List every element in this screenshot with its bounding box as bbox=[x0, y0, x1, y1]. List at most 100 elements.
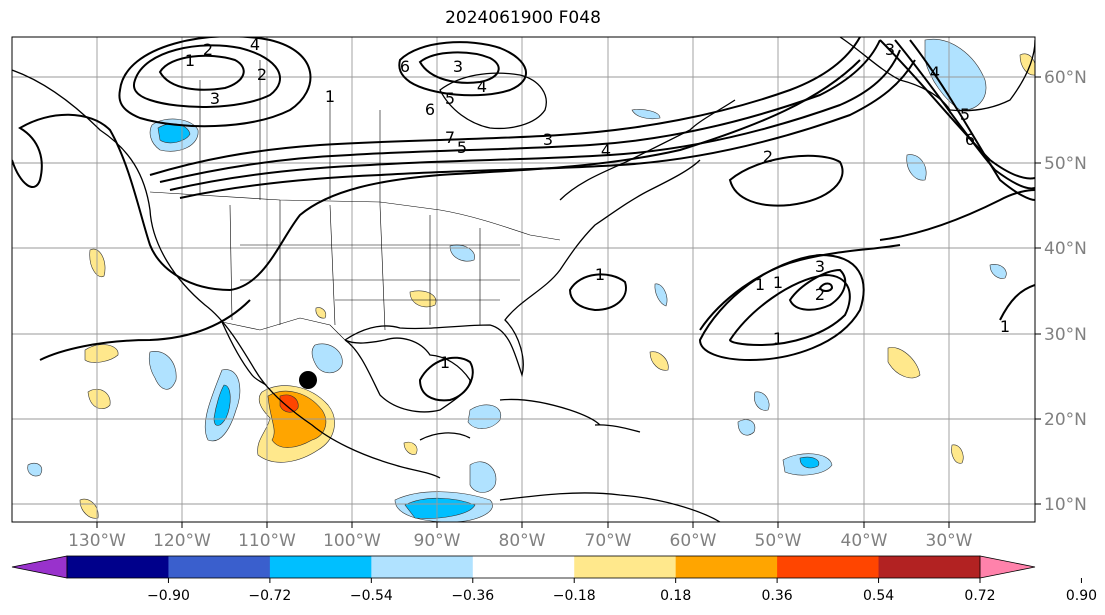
contour-lines bbox=[12, 37, 1035, 402]
contour-label: 6 bbox=[400, 57, 410, 76]
contour-label: 1 bbox=[755, 275, 765, 294]
lon-label: 80°W bbox=[499, 531, 546, 551]
contour-label: 1 bbox=[773, 273, 783, 292]
colorbar-segment bbox=[371, 556, 474, 578]
contour-label: 5 bbox=[960, 105, 970, 124]
lat-label: 10°N bbox=[1044, 495, 1087, 515]
lon-label: 30°W bbox=[926, 531, 973, 551]
coastline-yucatan bbox=[419, 432, 471, 441]
colorbar-tick-label: 0.18 bbox=[660, 588, 691, 604]
positive-anomaly-pacific-1 bbox=[84, 344, 119, 363]
latitude-labels: 60°N 50°N 40°N 30°N 20°N 10°N bbox=[1035, 68, 1087, 515]
contour-label: 1 bbox=[440, 353, 450, 372]
negative-anomaly-pacific-3 bbox=[27, 462, 43, 477]
positive-anomaly-pacific-3 bbox=[87, 388, 111, 410]
contour-pacific-low-2 bbox=[158, 54, 245, 91]
map-frame bbox=[11, 36, 1036, 523]
lon-label: 50°W bbox=[755, 531, 802, 551]
contour-greenland-east-2 bbox=[894, 39, 1035, 190]
contour-label: 1 bbox=[773, 329, 783, 348]
contour-label: 4 bbox=[601, 141, 611, 160]
colorbar-tick-label: −0.72 bbox=[248, 588, 291, 604]
storm-center-marker bbox=[299, 371, 317, 389]
colorbar-segment bbox=[472, 556, 575, 578]
contour-label: 5 bbox=[445, 89, 455, 108]
colorbar-segment bbox=[168, 556, 271, 578]
colorbar-segment bbox=[67, 556, 169, 578]
contour-label: 2 bbox=[257, 65, 267, 84]
contour-gulf-loop bbox=[418, 356, 474, 402]
positive-anomaly-atlantic-2 bbox=[649, 351, 669, 371]
us-mexico-border bbox=[221, 317, 346, 341]
contour-carolina-loop bbox=[568, 273, 627, 312]
positive-anomaly-west-mexico-peak bbox=[279, 394, 299, 413]
coastline-south-america bbox=[499, 492, 721, 522]
colorbar-tick-label: 0.36 bbox=[762, 588, 793, 604]
negative-anomaly-great-lakes bbox=[449, 244, 475, 262]
contour-trough-pacific bbox=[12, 59, 861, 292]
positive-anomaly-gulf-small bbox=[315, 307, 327, 319]
coastline-baja bbox=[221, 321, 267, 386]
negative-anomaly-cuba bbox=[467, 404, 502, 429]
colorbar-segment bbox=[878, 556, 981, 578]
negative-anomaly-atlantic-2 bbox=[737, 419, 756, 436]
positive-anomaly-greenland-east bbox=[1019, 53, 1035, 76]
contour-label: 3 bbox=[543, 130, 553, 149]
positive-anomaly-atlantic-3 bbox=[951, 444, 964, 464]
us-canada-border bbox=[149, 191, 561, 241]
colorbar-tick-labels: −0.90 −0.72 −0.54 −0.36 −0.18 0.18 0.36 0.54 0.7… bbox=[147, 578, 1097, 604]
contour-jet-4 bbox=[179, 59, 916, 199]
contour-label: 4 bbox=[250, 35, 260, 54]
lon-label: 60°W bbox=[670, 531, 717, 551]
contour-label: 4 bbox=[477, 77, 487, 96]
negative-anomaly-gulf bbox=[311, 343, 343, 374]
contour-pacific-low-3 bbox=[118, 37, 312, 128]
contour-label: 1 bbox=[595, 265, 605, 284]
contour-label: 6 bbox=[965, 130, 975, 149]
negative-anomaly-atlantic-1-core bbox=[799, 456, 820, 469]
contour-jet-3 bbox=[169, 49, 901, 191]
lon-label: 100°W bbox=[323, 531, 381, 551]
political-borders bbox=[149, 60, 561, 341]
colorbar-outline bbox=[66, 555, 981, 579]
colorbar-extend-max bbox=[979, 555, 1036, 579]
contour-jet-1 bbox=[149, 37, 861, 176]
lat-label: 20°N bbox=[1044, 410, 1087, 430]
colorbar-tick-label: 0.72 bbox=[964, 588, 995, 604]
coastline-hudson-bay bbox=[439, 72, 547, 130]
coastlines bbox=[12, 37, 1035, 522]
colorbar bbox=[11, 555, 1036, 579]
coastline-caribbean-cuba bbox=[499, 398, 601, 426]
positive-anomaly-central-america bbox=[403, 441, 418, 455]
contour-label: 1 bbox=[1000, 317, 1010, 336]
colorbar-segment bbox=[675, 556, 778, 578]
contour-atlantic-mid bbox=[699, 244, 901, 331]
contour-label: 3 bbox=[210, 89, 220, 108]
negative-anomaly-pacific-2 bbox=[148, 351, 177, 390]
positive-anomaly-pacific-4 bbox=[79, 498, 99, 519]
coastline-gulf-mexico bbox=[344, 337, 471, 413]
contour-label: 3 bbox=[453, 57, 463, 76]
positive-anomaly-atlantic-1 bbox=[887, 347, 921, 379]
colorbar-tick-label: −0.18 bbox=[553, 588, 596, 604]
colorbar-segment bbox=[777, 556, 880, 578]
map-title: 2024061900 F048 bbox=[445, 8, 601, 28]
lon-label: 70°W bbox=[585, 531, 632, 551]
contour-label: 3 bbox=[815, 257, 825, 276]
negative-anomaly-pacific-1-core bbox=[213, 384, 231, 426]
colorbar-tick-label: 0.54 bbox=[863, 588, 894, 604]
negative-anomaly-labrador bbox=[631, 109, 661, 120]
contour-label: 4 bbox=[930, 63, 940, 82]
longitude-labels: 130°W 120°W 110°W 100°W 90°W 80°W 70°W 60°W 50°W… bbox=[68, 522, 973, 551]
contour-pacific-low-1 bbox=[132, 44, 281, 108]
coastline-canada-east bbox=[559, 99, 736, 201]
negative-anomaly-atlantic-4 bbox=[654, 283, 668, 307]
lon-label: 40°W bbox=[841, 531, 888, 551]
contour-greenland-east-3 bbox=[909, 39, 1035, 201]
contour-label: 2 bbox=[763, 147, 773, 166]
contour-label: 3 bbox=[885, 40, 895, 59]
colorbar-segment bbox=[269, 556, 372, 578]
contour-hudson bbox=[398, 41, 527, 97]
